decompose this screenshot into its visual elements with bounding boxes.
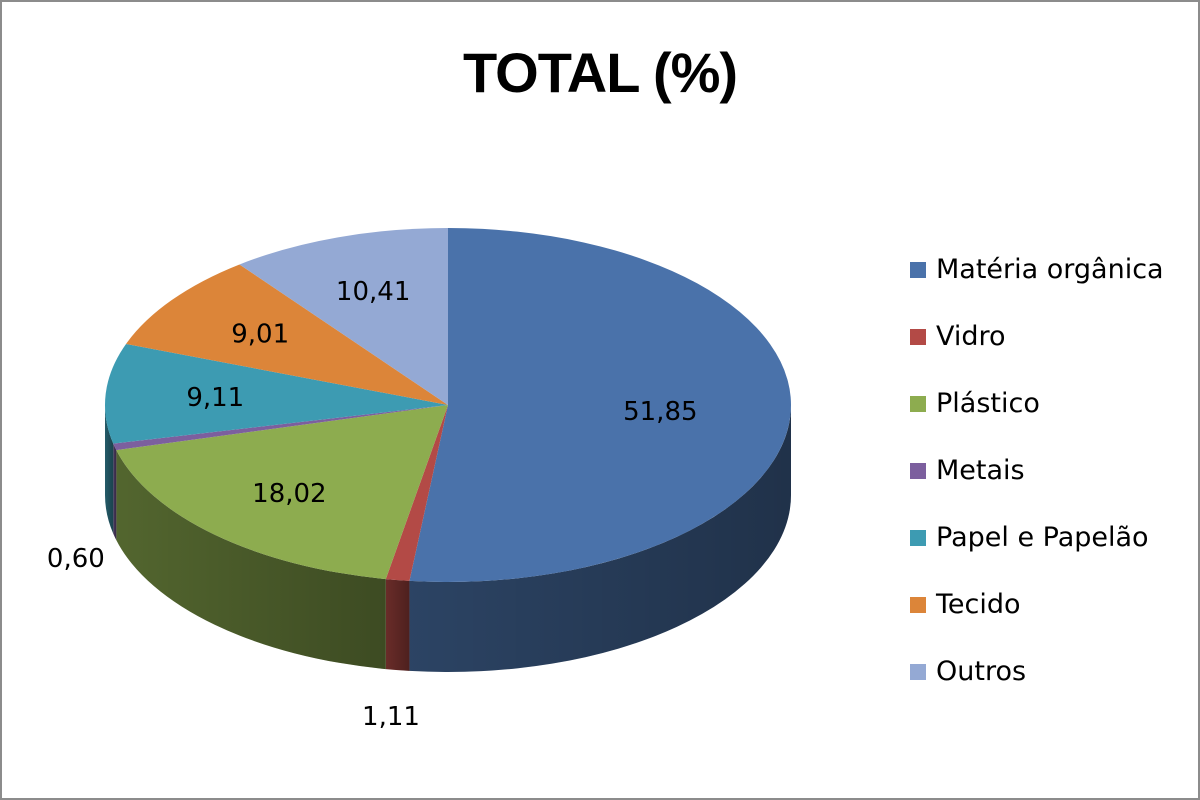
pie-side-shade-1 [385,579,410,671]
pie-sides [105,405,791,672]
data-label-0: 51,85 [623,397,697,427]
legend-item-5: Tecido [910,571,1164,638]
pie-side-shade-3 [113,443,117,541]
data-label-5: 9,01 [231,320,289,350]
legend-swatch [910,596,926,613]
legend-label: Papel e Papelão [936,522,1149,553]
pie-slice-6 [239,228,448,405]
data-label-3: 0,60 [47,544,105,574]
legend-swatch [910,395,926,412]
data-label-4: 9,11 [186,383,244,413]
pie-slice-1 [385,405,448,581]
pie-data-labels: 51,85 1,11 18,02 0,60 9,11 9,01 10,41 [47,277,698,732]
legend-item-0: Matéria orgânica [910,236,1164,303]
legend-label: Matéria orgânica [936,254,1164,285]
legend-item-1: Vidro [910,303,1164,370]
legend-swatch [910,261,926,278]
legend-label: Tecido [936,589,1021,620]
legend-label: Outros [936,656,1027,687]
pie-side-shade-0 [409,405,791,672]
pie-slice-2 [116,405,448,580]
pie-slice-4 [105,343,448,444]
pie-tops [105,228,792,582]
legend-item-2: Plástico [910,370,1164,437]
pie-side-shade-2 [116,450,386,670]
legend-item-4: Papel e Papelão [910,504,1164,571]
legend-label: Metais [936,455,1025,486]
chart-title: TOTAL (%) [462,41,738,104]
legend-swatch [910,462,926,479]
pie-slice-3 [113,405,448,451]
legend-label: Vidro [936,321,1006,352]
data-label-2: 18,02 [252,479,326,509]
pie-side-shade-4 [105,405,114,534]
data-label-6: 10,41 [336,277,410,307]
legend-swatch [910,328,926,345]
legend-swatch [910,529,926,546]
data-label-1: 1,11 [362,702,420,732]
legend-swatch [910,663,926,680]
legend-item-6: Outros [910,638,1164,705]
pie-slice-5 [126,264,448,405]
legend: Matéria orgânica Vidro Plástico Metais Papel… [910,236,1164,705]
legend-label: Plástico [936,388,1040,419]
legend-item-3: Metais [910,437,1164,504]
pie-slice-0 [409,228,792,582]
